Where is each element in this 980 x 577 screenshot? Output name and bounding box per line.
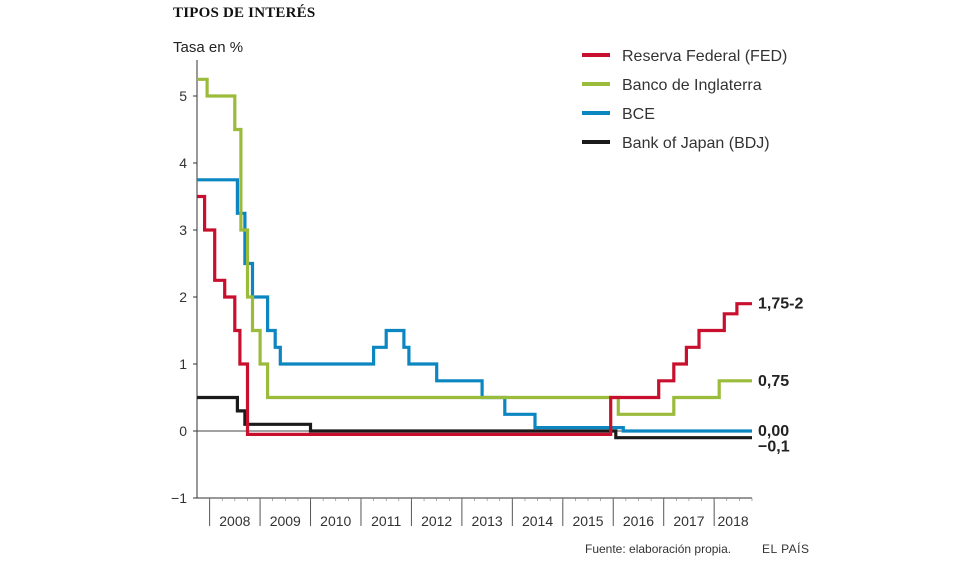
y-tick-label: 3 [179,222,187,238]
x-tick-label: 2009 [270,513,301,529]
series-line-3 [197,395,752,440]
end-label-0: 1,75-2 [758,296,803,313]
y-tick-label: 5 [179,88,187,104]
legend-label-1: Banco de Inglaterra [622,77,762,94]
y-tick-label: 4 [179,155,187,171]
x-tick-label: 2015 [572,513,603,529]
end-labels: 1,75-2 0,75 0,00−0,1 [758,296,803,456]
y-tick-label: 0 [179,423,187,439]
x-tick-label: 2011 [371,513,401,529]
series-layer [197,77,752,440]
y-tick-label: 1 [179,356,187,372]
x-tick-label: 2018 [718,513,749,529]
x-tick-label: 2008 [219,513,250,529]
series-line-1 [197,77,752,416]
chart-legend: Reserva Federal (FED) Banco de Inglaterra… [582,48,787,152]
x-tick-label: 2014 [522,513,553,529]
end-label-3: −0,1 [758,439,790,456]
source-note: Fuente: elaboración propia. [585,542,732,556]
x-tick-label: 2017 [673,513,704,529]
chart-axes: −1 0 1 2 3 4 5 Tasa en % 2008 2009 2010 2011 2012 201… [171,39,753,529]
series-line-0 [197,194,752,436]
legend-label-3: Bank of Japan (BDJ) [622,135,770,152]
x-tick-label: 2016 [623,513,654,529]
x-tick-label: 2010 [320,513,351,529]
legend-label-0: Reserva Federal (FED) [622,48,787,65]
brand-label: EL PAÍS [762,542,810,556]
x-tick-label: 2013 [472,513,503,529]
y-tick-label: 2 [179,289,187,305]
y-axis-label: Tasa en % [173,39,243,56]
x-tick-label: 2012 [421,513,452,529]
series-line-2 [197,178,752,433]
end-label-2: 0,00 [758,423,789,440]
chart-title: TIPOS DE INTERÉS [173,5,316,21]
legend-label-2: BCE [622,106,655,123]
y-tick-label: −1 [171,490,187,506]
end-label-1: 0,75 [758,373,789,390]
